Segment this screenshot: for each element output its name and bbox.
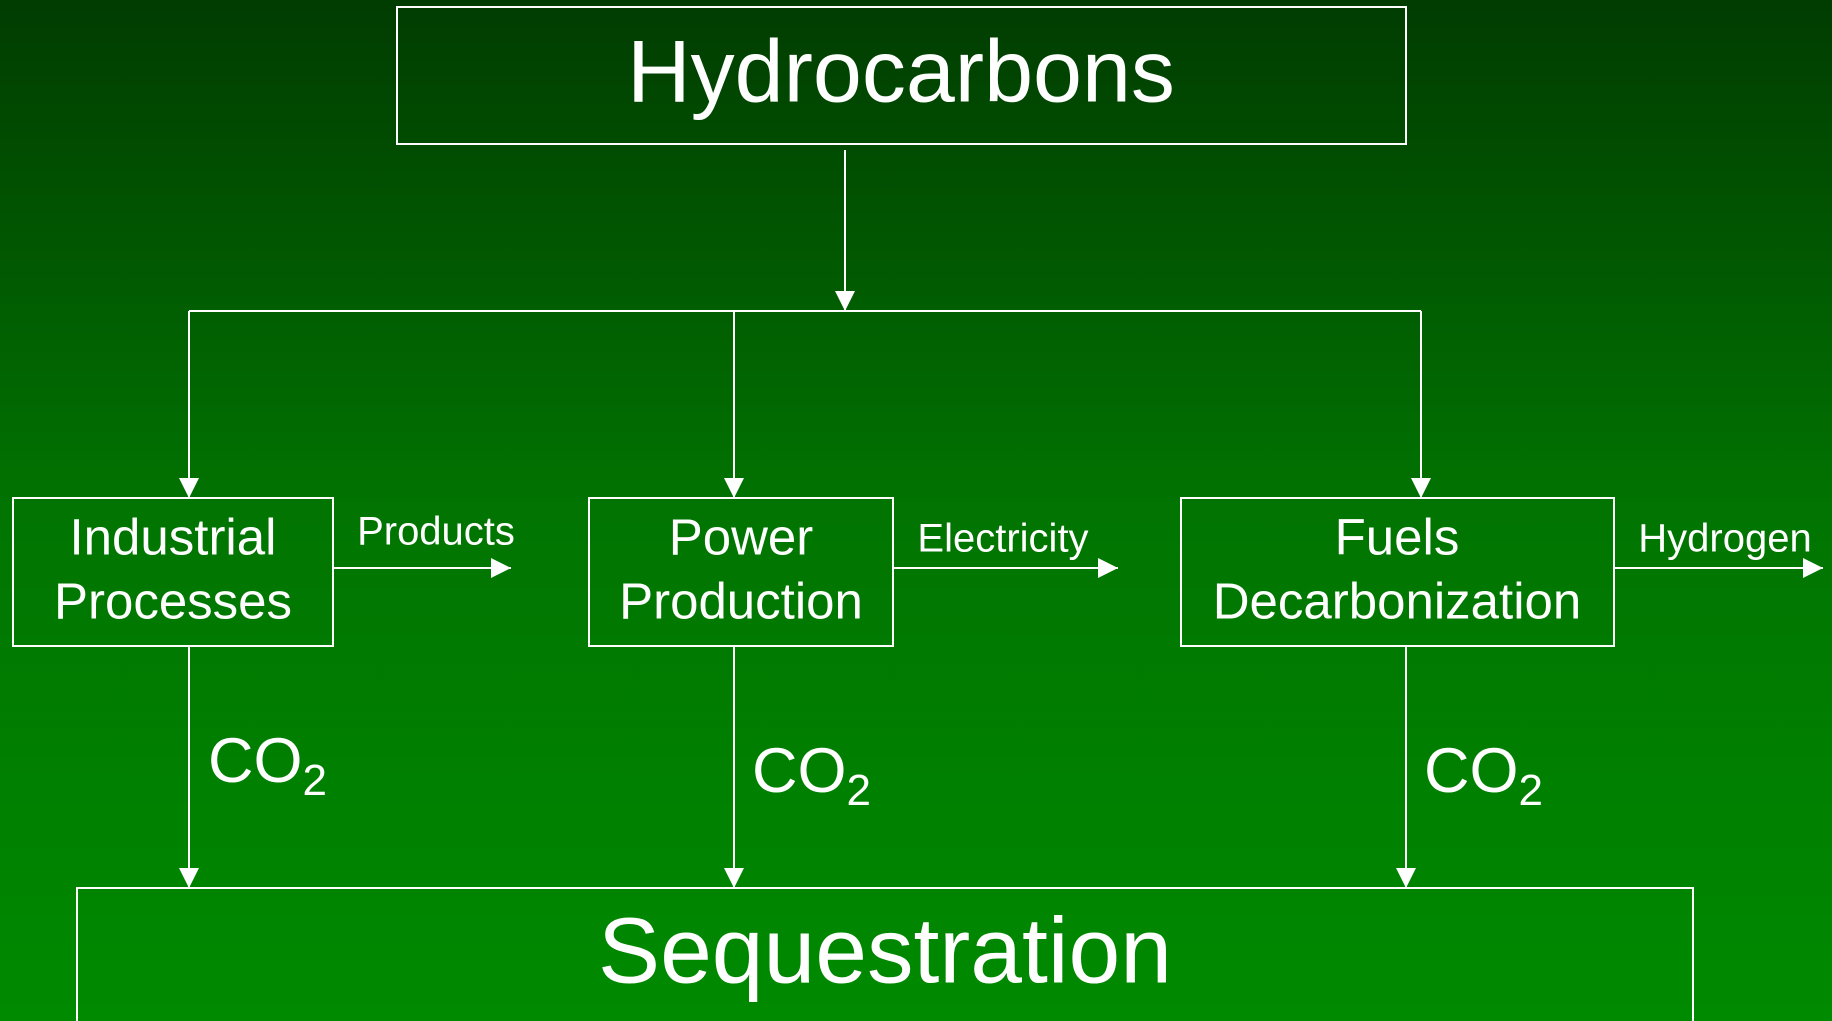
node-label: Processes: [54, 572, 292, 629]
output-label: Electricity: [917, 517, 1088, 561]
flow-label: CO2: [1424, 736, 1543, 815]
node-box: [396, 6, 1407, 145]
flow-main: CO: [1424, 736, 1519, 806]
flow-sub: 2: [303, 756, 327, 805]
flow-main: CO: [208, 726, 303, 796]
flow-label: CO2: [208, 726, 327, 805]
flow-label: CO2: [752, 736, 871, 815]
flow-main: CO: [752, 736, 847, 806]
node-label: Decarbonization: [1213, 572, 1582, 629]
node-label: Power: [669, 508, 814, 565]
node-label: Sequestration: [598, 899, 1172, 1003]
flow-sub: 2: [1519, 766, 1543, 815]
node-label: Production: [619, 572, 863, 629]
flow-sub: 2: [847, 766, 871, 815]
node-box: [76, 887, 1694, 1021]
node-label: Hydrocarbons: [627, 21, 1175, 120]
node-label: Industrial: [70, 508, 277, 565]
output-label: Hydrogen: [1638, 517, 1811, 561]
node-box: [1180, 497, 1615, 647]
node-label: Fuels: [1335, 508, 1460, 565]
output-label: Products: [357, 510, 515, 554]
node-box: [588, 497, 894, 647]
node-box: [12, 497, 334, 647]
